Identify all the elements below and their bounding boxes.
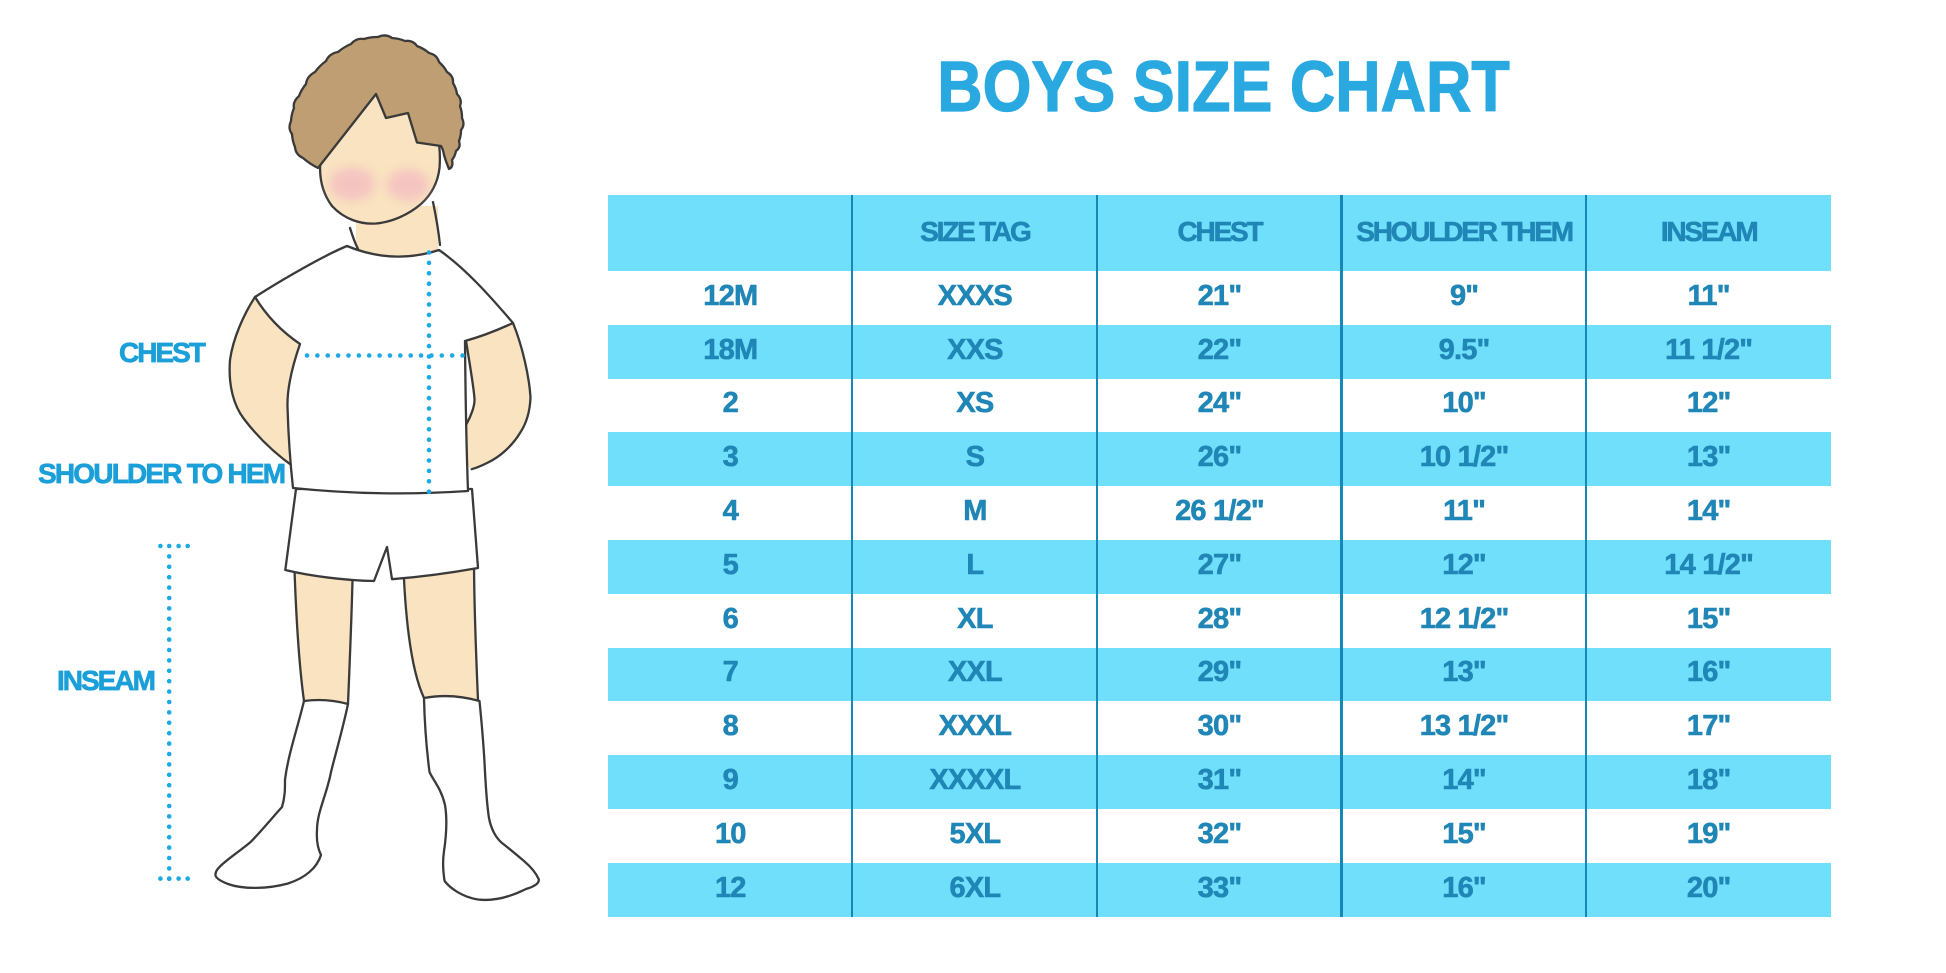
svg-text:CHEST: CHEST (119, 337, 206, 368)
svg-text:SHOULDER TO HEM: SHOULDER TO HEM (38, 458, 285, 489)
svg-text:INSEAM: INSEAM (57, 665, 155, 696)
